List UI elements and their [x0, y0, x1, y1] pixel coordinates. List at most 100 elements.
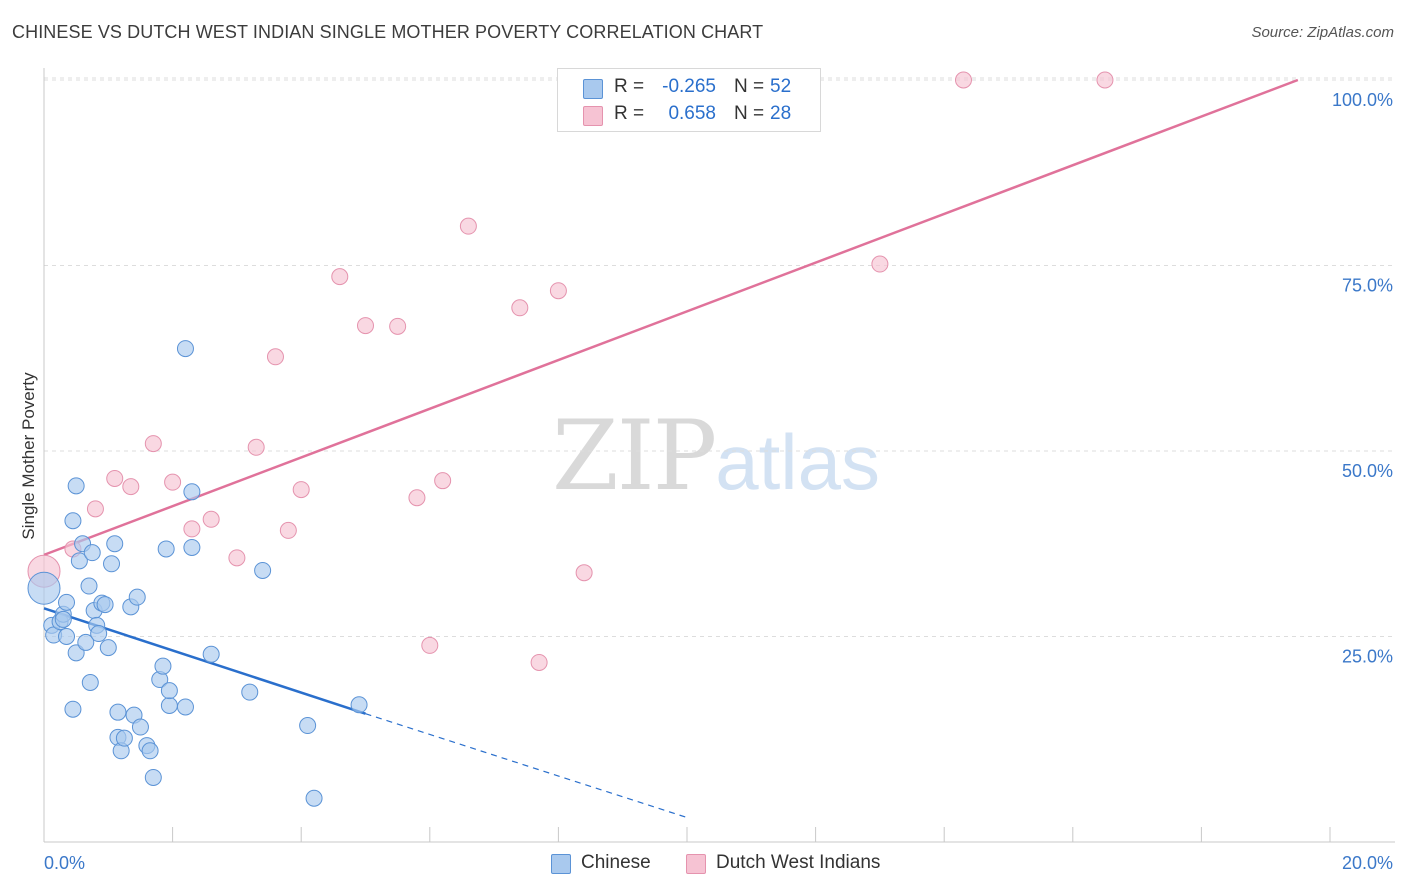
point-dutch [408, 489, 426, 507]
legend-n-label: N = [734, 76, 765, 97]
point-chinese [254, 561, 272, 579]
bottom-legend-swatch-dutch [686, 854, 706, 874]
legend-n-value: 52 [770, 76, 792, 97]
point-chinese [176, 698, 194, 716]
watermark-atlas: atlas [715, 418, 880, 506]
point-chinese [241, 683, 259, 701]
data-points [27, 71, 1114, 807]
point-chinese [160, 697, 178, 715]
point-chinese [160, 682, 178, 700]
point-chinese [350, 696, 368, 714]
point-chinese [58, 628, 76, 645]
point-chinese [183, 483, 201, 501]
point-chinese [103, 555, 121, 573]
chart-title: CHINESE VS DUTCH WEST INDIAN SINGLE MOTH… [12, 22, 764, 42]
point-chinese [299, 717, 317, 735]
point-dutch [292, 481, 310, 499]
trend-lines [43, 78, 1299, 819]
point-chinese [106, 535, 124, 553]
point-dutch [86, 500, 104, 518]
point-chinese [99, 639, 117, 657]
point-chinese [67, 644, 85, 662]
point-chinese [183, 538, 201, 556]
point-dutch [183, 520, 201, 538]
point-dutch [144, 435, 162, 453]
legend-swatch-dutch [583, 106, 603, 126]
point-chinese [154, 657, 172, 675]
legend-n-value: 28 [770, 103, 792, 124]
correlation-legend: R = -0.265 N = 52 R = 0.658 N = 28 [557, 68, 821, 132]
point-dutch [511, 299, 529, 317]
point-chinese [157, 540, 175, 558]
y-axis-label: Single Mother Poverty [19, 372, 38, 540]
point-chinese [202, 645, 220, 663]
x-tick-label: 20.0% [1342, 853, 1393, 873]
point-dutch [530, 653, 548, 671]
point-chinese [141, 742, 159, 760]
point-dutch [106, 469, 124, 487]
point-dutch [1096, 71, 1114, 89]
y-tick-label: 50.0% [1342, 461, 1393, 481]
y-tick-label: 100.0% [1332, 90, 1393, 110]
point-chinese [27, 571, 61, 605]
point-chinese [83, 544, 101, 562]
bottom-legend-swatch-chinese [551, 854, 571, 874]
point-dutch [459, 217, 477, 235]
y-tick-label: 75.0% [1342, 276, 1393, 296]
point-dutch [122, 478, 140, 496]
point-dutch [954, 71, 972, 89]
point-chinese [109, 703, 127, 721]
point-dutch [266, 348, 284, 366]
point-dutch [279, 521, 297, 539]
point-chinese [144, 768, 162, 786]
point-dutch [575, 564, 593, 582]
point-dutch [421, 636, 439, 654]
legend-n-label: N = [734, 103, 765, 124]
point-dutch [434, 472, 452, 490]
point-chinese [70, 552, 88, 570]
point-dutch [228, 549, 246, 567]
point-dutch [247, 438, 265, 456]
point-chinese [305, 789, 323, 807]
bottom-legend-label-dutch: Dutch West Indians [716, 852, 881, 873]
axes [43, 68, 1395, 843]
point-chinese [67, 477, 85, 495]
point-chinese [96, 596, 114, 614]
point-dutch [871, 255, 889, 273]
source-label: Source: ZipAtlas.com [1251, 24, 1394, 41]
legend-r-label: R = [614, 103, 645, 124]
grid-lines [44, 77, 1395, 637]
point-chinese [176, 340, 194, 358]
watermark-zip: ZIP [552, 400, 717, 512]
point-chinese [64, 700, 82, 718]
bottom-legend-label-chinese: Chinese [581, 852, 651, 873]
point-chinese [131, 718, 149, 736]
point-dutch [549, 282, 567, 300]
watermark: ZIPatlas [552, 400, 880, 512]
point-chinese [115, 729, 133, 747]
axis-labels: 25.0% 50.0% 75.0% 100.0% 0.0% 20.0% Single Mot… [19, 90, 1393, 873]
legend-swatch-chinese [583, 79, 603, 99]
point-chinese [54, 610, 72, 628]
point-dutch [389, 317, 407, 335]
x-tick-label: 0.0% [44, 853, 85, 873]
legend-row-chinese: R = -0.265 N = 52 [558, 75, 820, 101]
point-chinese [81, 674, 99, 692]
y-tick-label: 25.0% [1342, 647, 1393, 667]
point-chinese [64, 512, 82, 530]
point-dutch [331, 268, 349, 286]
point-chinese [90, 625, 108, 643]
point-chinese [80, 577, 98, 595]
legend-r-value: -0.265 [662, 76, 716, 97]
point-dutch [164, 473, 182, 491]
point-chinese [128, 588, 146, 606]
point-dutch [202, 510, 220, 528]
trend-line-dutch [43, 78, 1299, 557]
point-chinese [58, 593, 76, 611]
point-dutch [357, 317, 374, 335]
point-chinese [77, 633, 95, 651]
legend-r-value: 0.658 [668, 103, 716, 124]
legend-r-label: R = [614, 76, 645, 97]
trend-line-chinese-extension [365, 713, 688, 819]
